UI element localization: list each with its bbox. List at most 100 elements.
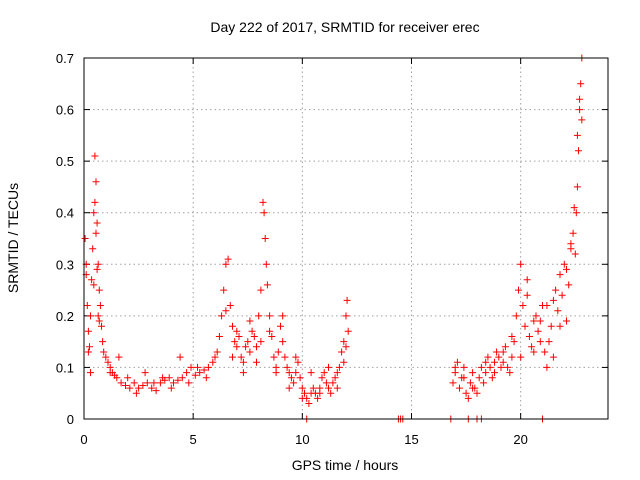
- data-point: [100, 348, 108, 356]
- data-point: [475, 374, 483, 382]
- data-point: [543, 302, 551, 309]
- data-point: [298, 384, 306, 392]
- data-point: [460, 363, 468, 371]
- data-point: [469, 384, 477, 392]
- data-series: [81, 54, 586, 423]
- data-point: [314, 394, 322, 402]
- data-point: [554, 307, 562, 315]
- data-point: [143, 379, 151, 387]
- data-point: [456, 384, 463, 392]
- data-point: [183, 369, 191, 377]
- data-point: [499, 358, 507, 366]
- data-point: [285, 369, 293, 377]
- data-point: [506, 369, 514, 377]
- data-point: [253, 358, 260, 366]
- data-point: [488, 374, 496, 382]
- data-point: [512, 312, 520, 320]
- data-point: [576, 106, 584, 114]
- data-point: [253, 343, 260, 351]
- data-point: [552, 286, 560, 294]
- data-point: [294, 358, 302, 366]
- data-point: [185, 379, 193, 387]
- data-point: [497, 363, 505, 371]
- x-tick-label: 10: [295, 432, 309, 447]
- y-tick-label: 0: [67, 412, 74, 427]
- data-point: [320, 369, 328, 377]
- data-point: [98, 322, 105, 330]
- data-point: [558, 291, 566, 299]
- data-point: [556, 322, 564, 330]
- data-point: [325, 384, 332, 392]
- data-point: [196, 369, 204, 377]
- data-point: [577, 80, 585, 88]
- data-point: [86, 343, 93, 351]
- data-point: [547, 322, 555, 330]
- data-point: [486, 363, 494, 371]
- data-point: [277, 322, 284, 330]
- data-point: [104, 358, 112, 366]
- x-axis-label: GPS time / hours: [292, 457, 399, 473]
- data-point: [115, 353, 123, 361]
- data-point: [572, 209, 580, 217]
- data-point: [290, 379, 298, 387]
- data-point: [176, 353, 184, 361]
- y-tick-label: 0.4: [56, 206, 74, 221]
- data-point: [462, 389, 470, 397]
- data-point: [571, 250, 579, 258]
- data-point: [94, 312, 102, 320]
- data-point: [525, 333, 533, 340]
- data-point: [91, 198, 99, 206]
- data-point: [517, 260, 525, 268]
- data-point: [204, 363, 212, 371]
- data-point: [255, 312, 263, 320]
- data-point: [338, 348, 346, 356]
- data-point: [95, 317, 103, 325]
- data-point: [239, 358, 247, 366]
- data-point: [563, 265, 570, 273]
- data-point: [81, 235, 89, 242]
- data-point: [307, 369, 315, 377]
- data-point: [451, 363, 459, 371]
- data-point: [211, 353, 219, 361]
- data-point: [523, 276, 531, 284]
- data-point: [532, 312, 540, 320]
- data-point: [292, 353, 300, 361]
- data-point: [84, 327, 92, 335]
- data-point: [298, 394, 306, 402]
- data-point: [89, 245, 97, 253]
- data-point: [95, 286, 103, 294]
- data-point: [343, 296, 351, 304]
- data-point: [519, 302, 527, 309]
- y-axis-label: SRMTID / TECUs: [5, 183, 21, 293]
- x-tick-label: 0: [80, 432, 87, 447]
- data-point: [260, 209, 268, 217]
- data-point: [165, 374, 173, 382]
- chart-title: Day 222 of 2017, SRMTID for receiver ere…: [210, 19, 479, 35]
- data-point: [508, 333, 516, 340]
- data-point: [453, 358, 461, 366]
- data-point: [464, 394, 472, 402]
- data-point: [272, 369, 280, 377]
- axis-ticks: 0 0.1 0.2 0.3 0.4 0.5 0.6 0.7 0 5 10 15 20: [56, 51, 608, 447]
- data-point: [268, 333, 276, 340]
- data-point: [534, 327, 542, 335]
- y-tick-label: 0.5: [56, 154, 74, 169]
- data-point: [99, 338, 107, 346]
- data-point: [117, 379, 125, 387]
- data-point: [262, 260, 270, 268]
- data-point: [83, 302, 91, 309]
- data-point: [499, 348, 507, 356]
- data-point: [466, 379, 474, 387]
- data-point: [322, 379, 330, 387]
- data-point: [130, 379, 138, 387]
- data-point: [244, 338, 252, 346]
- data-point: [178, 374, 186, 382]
- data-point: [200, 366, 208, 374]
- data-point: [491, 369, 498, 377]
- data-point: [242, 343, 250, 351]
- data-point: [281, 353, 289, 361]
- data-point: [93, 265, 101, 273]
- data-point: [329, 379, 337, 387]
- data-point: [578, 116, 586, 124]
